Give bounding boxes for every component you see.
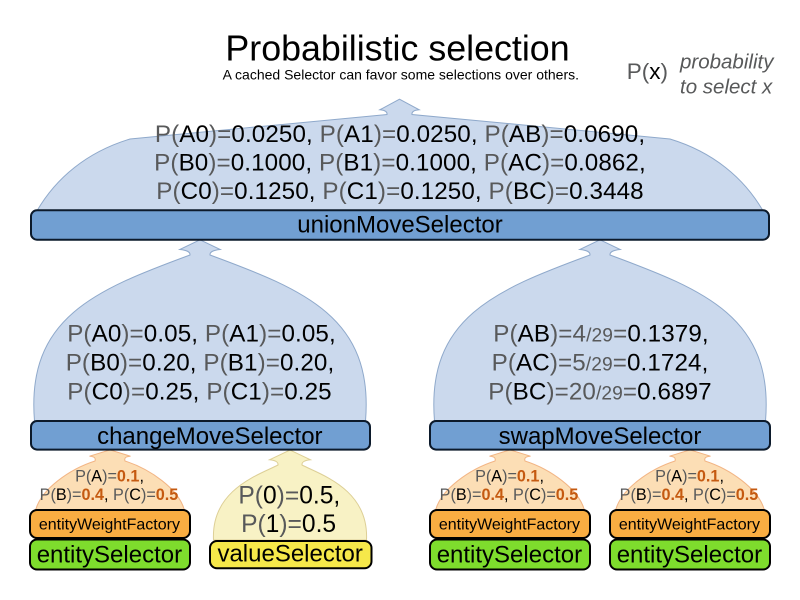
svg-text:P(A)=0.1,: P(A)=0.1, — [475, 468, 544, 486]
svg-text:P(B)=0.4, P(C)=0.5: P(B)=0.4, P(C)=0.5 — [440, 486, 579, 504]
svg-text:entitySelector: entitySelector — [37, 541, 182, 568]
svg-text:entityWeightFactory: entityWeightFactory — [39, 516, 180, 533]
svg-text:probability: probability — [679, 50, 775, 73]
svg-text:P(B0)=0.20, P(B1)=0.20,: P(B0)=0.20, P(B1)=0.20, — [66, 349, 335, 376]
svg-text:P(1)=0.5: P(1)=0.5 — [241, 511, 336, 538]
svg-text:P(B)=0.4, P(C)=0.5: P(B)=0.4, P(C)=0.5 — [620, 486, 759, 504]
svg-text:entityWeightFactory: entityWeightFactory — [439, 516, 580, 533]
svg-text:P(0)=0.5,: P(0)=0.5, — [238, 483, 340, 510]
svg-text:valueSelector: valueSelector — [217, 541, 362, 568]
svg-text:P(x): P(x) — [627, 59, 668, 84]
svg-text:P(AC)=5/29=0.1724,: P(AC)=5/29=0.1724, — [492, 349, 709, 376]
svg-text:entitySelector: entitySelector — [437, 541, 582, 568]
svg-text:P(B0)=0.1000, P(B1)=0.1000, P(: P(B0)=0.1000, P(B1)=0.1000, P(AC)=0.0862… — [154, 150, 646, 177]
svg-text:P(A0)=0.05, P(A1)=0.05,: P(A0)=0.05, P(A1)=0.05, — [67, 320, 336, 347]
svg-text:swapMoveSelector: swapMoveSelector — [499, 423, 702, 450]
svg-text:Probabilistic selection: Probabilistic selection — [225, 29, 569, 69]
svg-text:P(C0)=0.1250, P(C1)=0.1250, P(: P(C0)=0.1250, P(C1)=0.1250, P(BC)=0.3448 — [156, 178, 643, 205]
svg-text:P(B)=0.4, P(C)=0.5: P(B)=0.4, P(C)=0.5 — [40, 486, 179, 504]
svg-text:P(A)=0.1,: P(A)=0.1, — [75, 468, 144, 486]
svg-text:entitySelector: entitySelector — [617, 541, 762, 568]
svg-text:A cached Selector can favor so: A cached Selector can favor some selecti… — [223, 66, 579, 82]
svg-text:unionMoveSelector: unionMoveSelector — [297, 211, 502, 238]
svg-text:to select x: to select x — [680, 76, 773, 99]
svg-text:P(A0)=0.0250, P(A1)=0.0250, P(: P(A0)=0.0250, P(A1)=0.0250, P(AB)=0.0690… — [155, 121, 645, 148]
svg-text:P(C0)=0.25, P(C1)=0.25: P(C0)=0.25, P(C1)=0.25 — [67, 378, 331, 405]
svg-text:P(A)=0.1,: P(A)=0.1, — [655, 468, 724, 486]
svg-text:changeMoveSelector: changeMoveSelector — [97, 423, 322, 450]
svg-text:P(AB)=4/29=0.1379,: P(AB)=4/29=0.1379, — [493, 320, 708, 347]
svg-text:P(BC)=20/29=0.6897: P(BC)=20/29=0.6897 — [488, 378, 712, 405]
svg-text:entityWeightFactory: entityWeightFactory — [619, 516, 760, 533]
